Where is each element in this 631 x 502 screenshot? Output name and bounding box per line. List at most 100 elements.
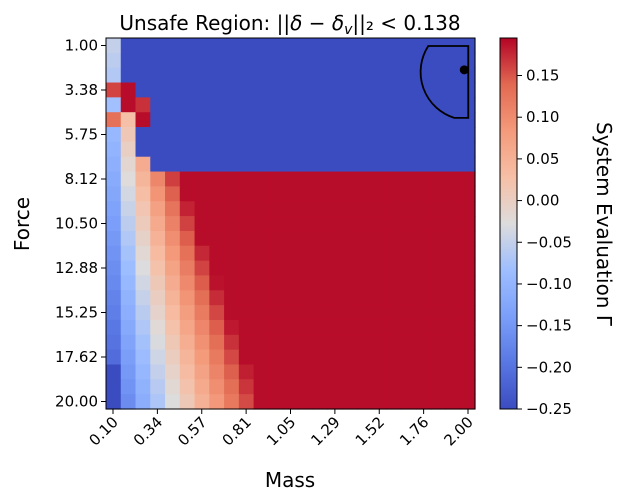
heatmap-cell xyxy=(135,364,151,380)
heatmap-cell xyxy=(342,141,358,158)
heatmap-cell xyxy=(386,216,402,232)
heatmap-cell xyxy=(179,230,196,247)
heatmap-cell xyxy=(120,52,137,69)
heatmap-cell xyxy=(224,364,240,380)
heatmap-cell xyxy=(297,141,314,158)
heatmap-cell xyxy=(106,201,122,217)
heatmap-cell xyxy=(327,379,343,395)
heatmap-cell xyxy=(327,275,343,291)
heatmap-cell xyxy=(209,275,225,291)
heatmap-cell xyxy=(165,67,181,84)
heatmap-cell xyxy=(253,364,269,380)
heatmap-cell xyxy=(238,260,255,277)
heatmap-cell xyxy=(312,230,328,247)
heatmap-cell xyxy=(253,394,269,410)
x-tick-label: 1.05 xyxy=(263,413,299,449)
heatmap-cell xyxy=(386,230,402,247)
heatmap-cell xyxy=(401,379,417,395)
heatmap-cell xyxy=(209,319,225,336)
heatmap-cell xyxy=(120,82,137,98)
heatmap-cell xyxy=(106,216,122,232)
heatmap-cell xyxy=(106,82,122,98)
heatmap-cell xyxy=(445,127,461,143)
heatmap-cell xyxy=(150,230,166,247)
heatmap-cell xyxy=(386,334,402,351)
heatmap-cell xyxy=(238,112,255,128)
heatmap-cell xyxy=(150,334,166,351)
heatmap-cell xyxy=(283,127,299,143)
heatmap-cell xyxy=(401,305,417,321)
heatmap-cell xyxy=(327,67,343,84)
heatmap-cell xyxy=(268,305,284,321)
heatmap-cell xyxy=(268,201,284,217)
heatmap-cell xyxy=(165,319,181,336)
heatmap-cell xyxy=(342,186,358,202)
heatmap-cell xyxy=(327,216,343,232)
heatmap-cell xyxy=(268,38,284,54)
heatmap-cell xyxy=(371,52,388,69)
heatmap-cell xyxy=(120,216,137,232)
heatmap-cell xyxy=(120,38,137,54)
heatmap-cell xyxy=(253,349,269,366)
heatmap-cell xyxy=(342,52,358,69)
heatmap-cell xyxy=(445,141,461,158)
heatmap-cell xyxy=(120,334,137,351)
heatmap-cell xyxy=(135,97,151,113)
heatmap-cell xyxy=(283,245,299,262)
heatmap-cell xyxy=(297,319,314,336)
heatmap-cell xyxy=(415,379,432,395)
heatmap-cell xyxy=(268,349,284,366)
heatmap-cell xyxy=(283,364,299,380)
heatmap-cell xyxy=(135,127,151,143)
heatmap-cell xyxy=(179,82,196,98)
heatmap-cell xyxy=(179,394,196,410)
heatmap-cell xyxy=(253,275,269,291)
heatmap-cell xyxy=(371,67,388,84)
heatmap-cell xyxy=(401,245,417,262)
heatmap-cell xyxy=(401,186,417,202)
heatmap-cell xyxy=(386,394,402,410)
x-tick-label: 1.76 xyxy=(396,413,432,449)
heatmap-cell xyxy=(430,334,447,351)
heatmap-cell xyxy=(165,52,181,69)
heatmap-cell xyxy=(194,82,210,98)
heatmap-cell xyxy=(356,290,373,306)
heatmap-cell xyxy=(238,334,255,351)
heatmap-cell xyxy=(179,97,196,113)
heatmap-cell xyxy=(120,97,137,113)
heatmap-cell xyxy=(445,275,461,291)
heatmap-cell xyxy=(401,364,417,380)
heatmap-cell xyxy=(312,97,328,113)
heatmap-cell xyxy=(135,379,151,395)
heatmap-cell xyxy=(194,260,210,277)
heatmap-cell xyxy=(430,260,447,277)
heatmap-cell xyxy=(238,186,255,202)
heatmap-cell xyxy=(209,260,225,277)
heatmap-cell xyxy=(165,38,181,54)
heatmap-cell xyxy=(135,52,151,69)
heatmap-cell xyxy=(356,334,373,351)
heatmap-cell xyxy=(386,245,402,262)
heatmap-cell xyxy=(253,186,269,202)
heatmap-cell xyxy=(238,97,255,113)
heatmap-cell xyxy=(460,349,476,366)
heatmap-cell xyxy=(135,112,151,128)
heatmap-cell xyxy=(415,305,432,321)
heatmap-cell xyxy=(120,275,137,291)
heatmap-cell xyxy=(209,245,225,262)
heatmap-cell xyxy=(356,156,373,173)
heatmap-cell xyxy=(297,82,314,98)
unsafe-region-boundary xyxy=(419,45,470,119)
heatmap-cell xyxy=(165,216,181,232)
heatmap-cell xyxy=(386,82,402,98)
heatmap-cell xyxy=(150,67,166,84)
heatmap-cell xyxy=(238,364,255,380)
heatmap-cell xyxy=(253,379,269,395)
heatmap-cell xyxy=(415,364,432,380)
heatmap-cell xyxy=(253,201,269,217)
heatmap-cell xyxy=(342,82,358,98)
heatmap-cell xyxy=(135,230,151,247)
heatmap-cell xyxy=(268,364,284,380)
heatmap-cell xyxy=(445,156,461,173)
heatmap-cell xyxy=(445,230,461,247)
